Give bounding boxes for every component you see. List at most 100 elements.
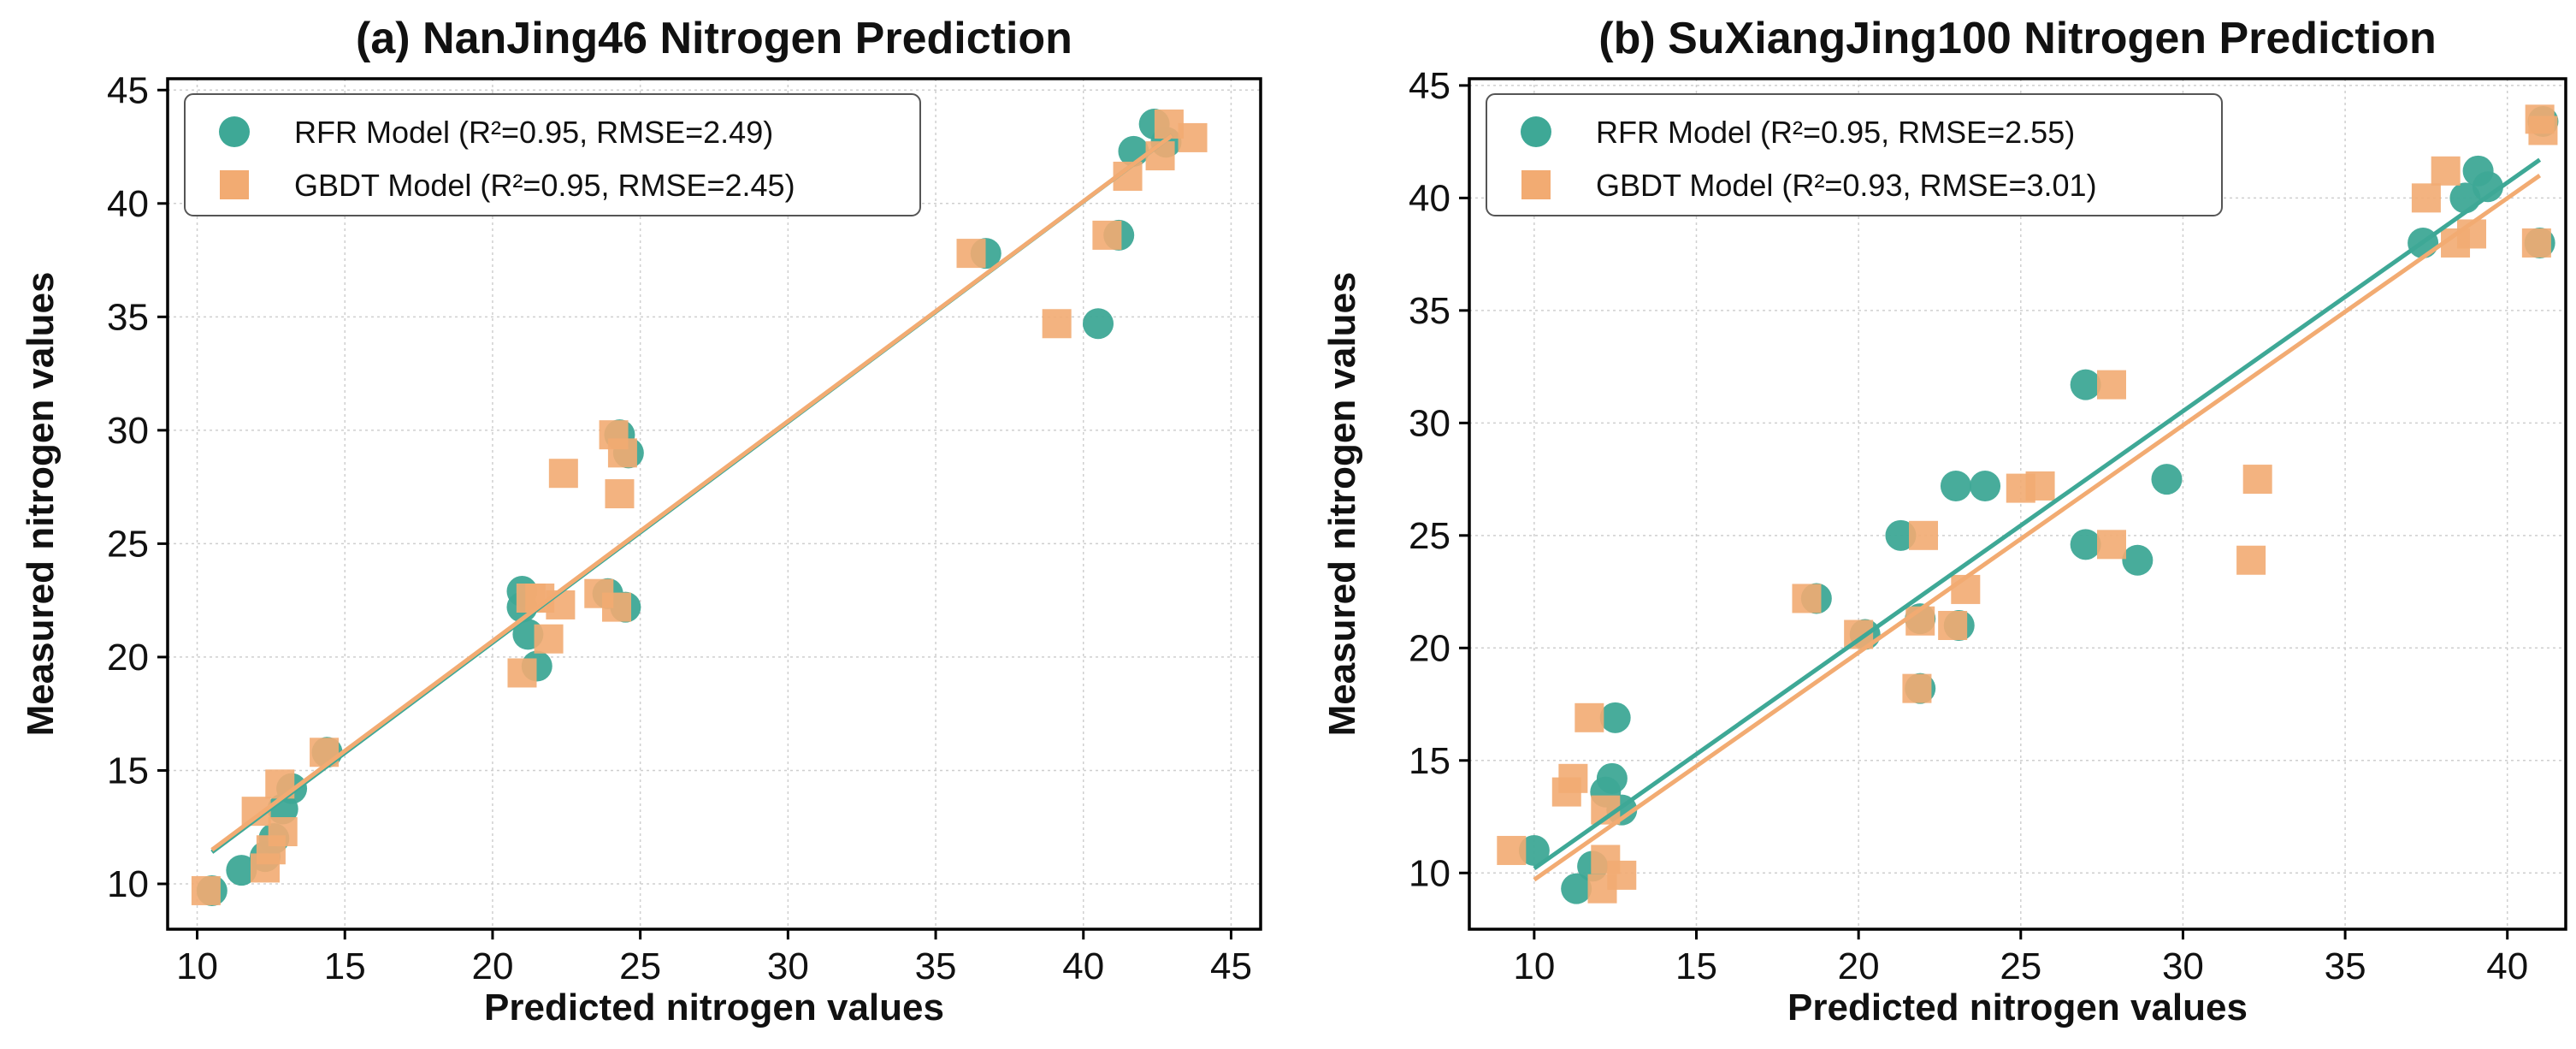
legend-entry: GBDT Model (R²=0.95, RMSE=2.45) <box>294 168 795 203</box>
gbdt-point <box>2242 465 2272 495</box>
gbdt-point <box>2528 116 2558 145</box>
gbdt-point <box>2411 183 2441 213</box>
gbdt-point <box>268 817 298 847</box>
series-gbdt <box>191 110 1208 905</box>
y-tick-label: 10 <box>107 863 149 905</box>
gbdt-point <box>534 624 564 654</box>
gbdt-point <box>1497 835 1527 865</box>
x-axis-label: Predicted nitrogen values <box>1787 987 2248 1028</box>
gbdt-point <box>1092 220 1122 250</box>
x-tick-label: 30 <box>767 945 809 987</box>
rfr-point <box>1940 470 1971 501</box>
gbdt-point <box>2096 530 2126 560</box>
gbdt-point <box>956 239 986 269</box>
y-tick-label: 15 <box>1409 740 1450 782</box>
legend-gbdt-marker <box>1521 170 1551 199</box>
y-tick-label: 20 <box>1409 627 1450 669</box>
x-tick-label: 40 <box>1062 945 1104 987</box>
legend-box <box>1486 93 2223 216</box>
y-tick-label: 45 <box>107 69 149 111</box>
gbdt-point <box>1902 673 1932 703</box>
legend-entry: GBDT Model (R²=0.93, RMSE=3.01) <box>1596 168 2097 203</box>
chart-title: (b) SuXiangJing100 Nitrogen Prediction <box>1598 14 2436 63</box>
y-tick-label: 15 <box>107 750 149 791</box>
rfr-point <box>2472 171 2503 203</box>
x-tick-label: 25 <box>2000 945 2041 987</box>
series-gbdt <box>1497 104 2558 904</box>
legend-entry: RFR Model (R²=0.95, RMSE=2.49) <box>294 115 773 150</box>
legend: RFR Model (R²=0.95, RMSE=2.55) GBDT Model… <box>1486 93 2223 216</box>
legend-gbdt-marker <box>220 170 249 199</box>
x-tick-label: 25 <box>619 945 661 987</box>
y-tick-label: 35 <box>1409 290 1450 332</box>
y-tick-label: 25 <box>107 523 149 565</box>
legend: RFR Model (R²=0.95, RMSE=2.49) GBDT Model… <box>184 93 921 216</box>
legend-rfr-marker <box>219 116 250 147</box>
rfr-point <box>2151 464 2183 495</box>
rfr-fit-line <box>1533 157 2542 871</box>
y-tick-label: 30 <box>1409 402 1450 444</box>
gbdt-point <box>605 479 635 509</box>
x-tick-label: 15 <box>1675 945 1717 987</box>
gbdt-point <box>548 459 578 489</box>
y-tick-label: 35 <box>107 296 149 338</box>
rfr-point <box>2070 369 2101 400</box>
rfr-point <box>226 855 257 886</box>
rfr-point <box>1596 762 1628 794</box>
x-tick-label: 20 <box>1838 945 1880 987</box>
x-tick-label: 10 <box>1513 945 1555 987</box>
gbdt-point <box>191 875 221 905</box>
rfr-point <box>2070 529 2101 560</box>
gbdt-point <box>2096 370 2126 400</box>
gbdt-fit-line <box>210 133 1173 852</box>
plot-frame <box>166 77 1262 931</box>
x-tick-label: 15 <box>324 945 366 987</box>
plot-frame <box>1468 77 2567 931</box>
rfr-point <box>1561 873 1592 904</box>
legend-rfr-marker <box>1521 116 1551 147</box>
y-tick-label: 40 <box>107 183 149 225</box>
y-tick-label: 20 <box>107 637 149 679</box>
y-tick-label: 25 <box>1409 515 1450 557</box>
x-tick-label: 35 <box>915 945 957 987</box>
x-tick-label: 40 <box>2486 945 2528 987</box>
y-tick-label: 10 <box>1409 852 1450 894</box>
x-axis-label: Predicted nitrogen values <box>484 987 944 1028</box>
rfr-point <box>1518 834 1550 866</box>
chart-title: (a) NanJing46 Nitrogen Prediction <box>356 14 1072 63</box>
y-tick-label: 45 <box>1409 65 1450 107</box>
rfr-point <box>1083 308 1114 340</box>
chart-panel-0: 10 15 20 25 30 35 40 45 10 15 20 25 30 35 40 45 (a) NanJ… <box>20 14 1262 1028</box>
legend-box <box>184 93 921 216</box>
x-tick-label: 20 <box>471 945 513 987</box>
gbdt-point <box>1558 763 1588 793</box>
rfr-point <box>1885 519 1917 551</box>
gbdt-point <box>2236 545 2266 575</box>
rfr-point <box>1599 702 1631 733</box>
gbdt-point <box>1042 309 1072 339</box>
x-tick-label: 45 <box>1210 945 1252 987</box>
gbdt-point <box>2025 471 2055 501</box>
y-axis-label: Measured nitrogen values <box>20 272 62 737</box>
gbdt-point <box>1909 520 1939 550</box>
gbdt-point <box>546 590 576 619</box>
x-tick-label: 30 <box>2162 945 2204 987</box>
legend-entry: RFR Model (R²=0.95, RMSE=2.55) <box>1596 115 2075 150</box>
chart-panel-1: 10 15 20 25 30 35 40 10 15 20 25 30 35 40 45 (b) SuXian… <box>1321 14 2567 1028</box>
gbdt-point <box>2521 228 2551 258</box>
y-tick-label: 30 <box>107 410 149 452</box>
gbdt-point <box>1607 860 1637 890</box>
gbdt-point <box>607 438 637 468</box>
gbdt-point <box>1792 584 1822 613</box>
rfr-point <box>1970 470 2001 501</box>
x-tick-label: 35 <box>2325 945 2366 987</box>
gbdt-fit-line <box>1533 174 2542 882</box>
gbdt-point <box>1575 702 1604 732</box>
gbdt-point <box>507 658 537 688</box>
gbdt-point <box>1938 611 1968 640</box>
y-axis-label: Measured nitrogen values <box>1321 272 1363 737</box>
rfr-point <box>2122 544 2154 576</box>
gbdt-point <box>602 592 632 622</box>
x-tick-label: 10 <box>176 945 218 987</box>
